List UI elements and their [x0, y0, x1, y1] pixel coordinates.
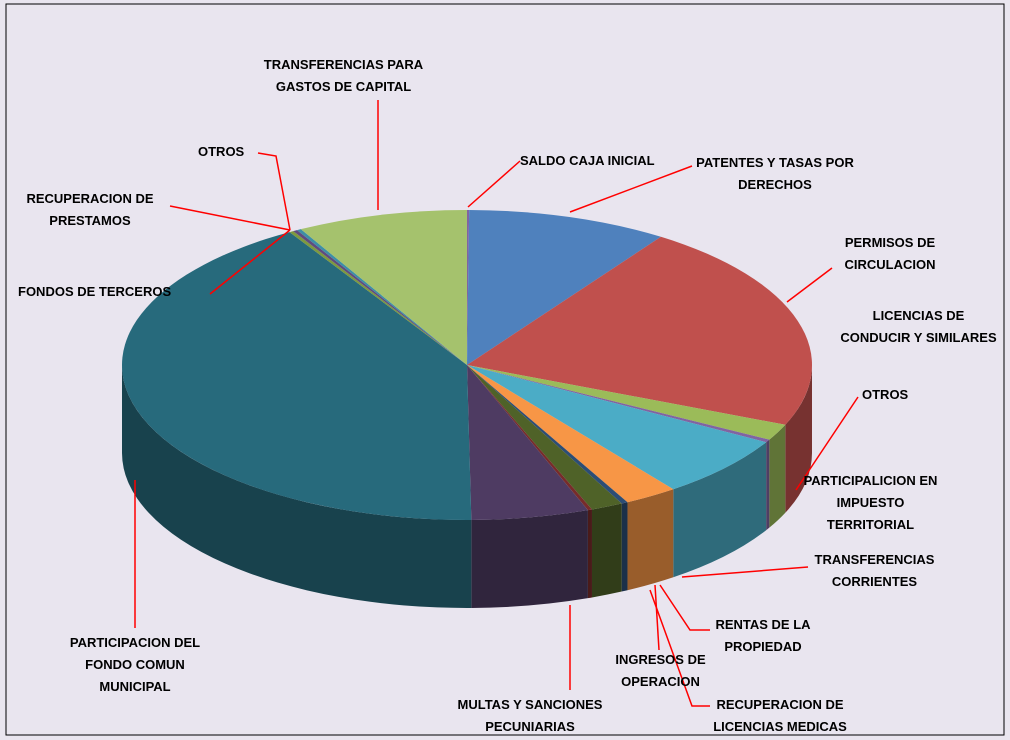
leader-line — [786, 267, 833, 303]
slice — [467, 365, 674, 503]
slice-label: OTROS — [198, 144, 245, 159]
slice-label: TRANSFERENCIAS CORRIENTES — [814, 552, 935, 589]
slice — [467, 365, 588, 520]
slice-label: LICENCIAS DE CONDUCIR Y SIMILARES — [840, 308, 997, 345]
slice-label: PATENTES Y TASAS POR DERECHOS — [696, 155, 854, 192]
slice-side — [591, 503, 622, 598]
slice-label: PARTICIPALICION EN IMPUESTO TERRITORIAL — [803, 473, 938, 532]
slice-side — [627, 489, 674, 591]
slice-side — [766, 439, 770, 531]
leader-line — [681, 566, 809, 578]
slice — [289, 231, 467, 365]
slice-label: RECUPERACION DE LICENCIAS MEDICAS — [713, 697, 847, 734]
slice — [467, 365, 592, 511]
slice — [467, 365, 770, 443]
slice-label: RECUPERACION DE PRESTAMOS — [26, 191, 154, 228]
slice — [297, 229, 467, 365]
slice-label: FONDOS DE TERCEROS — [18, 284, 172, 299]
slice-label: SALDO CAJA INICIAL — [520, 153, 655, 168]
leader-line — [569, 165, 693, 213]
slice — [467, 365, 786, 440]
slice-label: OTROS — [862, 387, 909, 402]
leader-line — [659, 584, 710, 631]
slice-label: INGRESOS DE OPERACION — [615, 652, 706, 689]
leader-line — [169, 205, 291, 231]
slice — [467, 365, 622, 510]
frame — [5, 3, 1005, 736]
slice-label: MULTAS Y SANCIONES PECUNIARIAS — [457, 697, 603, 734]
slice — [467, 210, 470, 365]
leader-line — [649, 589, 710, 707]
slice-label: PERMISOS DE CIRCULACION — [844, 235, 936, 272]
slice — [300, 210, 467, 365]
slice-label: RENTAS DE LA PROPIEDAD — [715, 617, 811, 654]
slice — [467, 236, 813, 425]
slice — [122, 232, 472, 520]
slice — [467, 365, 628, 504]
slice-side — [122, 365, 472, 608]
slice-label: TRANSFERENCIAS PARA GASTOS DE CAPITAL — [263, 57, 424, 94]
slice-side — [587, 509, 592, 599]
leader-line — [795, 396, 859, 491]
slice — [467, 365, 767, 490]
slice — [293, 230, 467, 365]
leader-line — [654, 584, 660, 651]
slice-side — [769, 424, 786, 528]
slice-side — [621, 502, 628, 592]
slice-side — [471, 510, 588, 608]
leader-line — [209, 229, 291, 295]
leader-line — [257, 152, 291, 231]
slice — [467, 210, 661, 365]
slice-label: PARTICIPACION DEL FONDO COMUN MUNICIPAL — [69, 635, 201, 694]
slice-side — [673, 442, 767, 578]
leader-line — [467, 160, 521, 208]
